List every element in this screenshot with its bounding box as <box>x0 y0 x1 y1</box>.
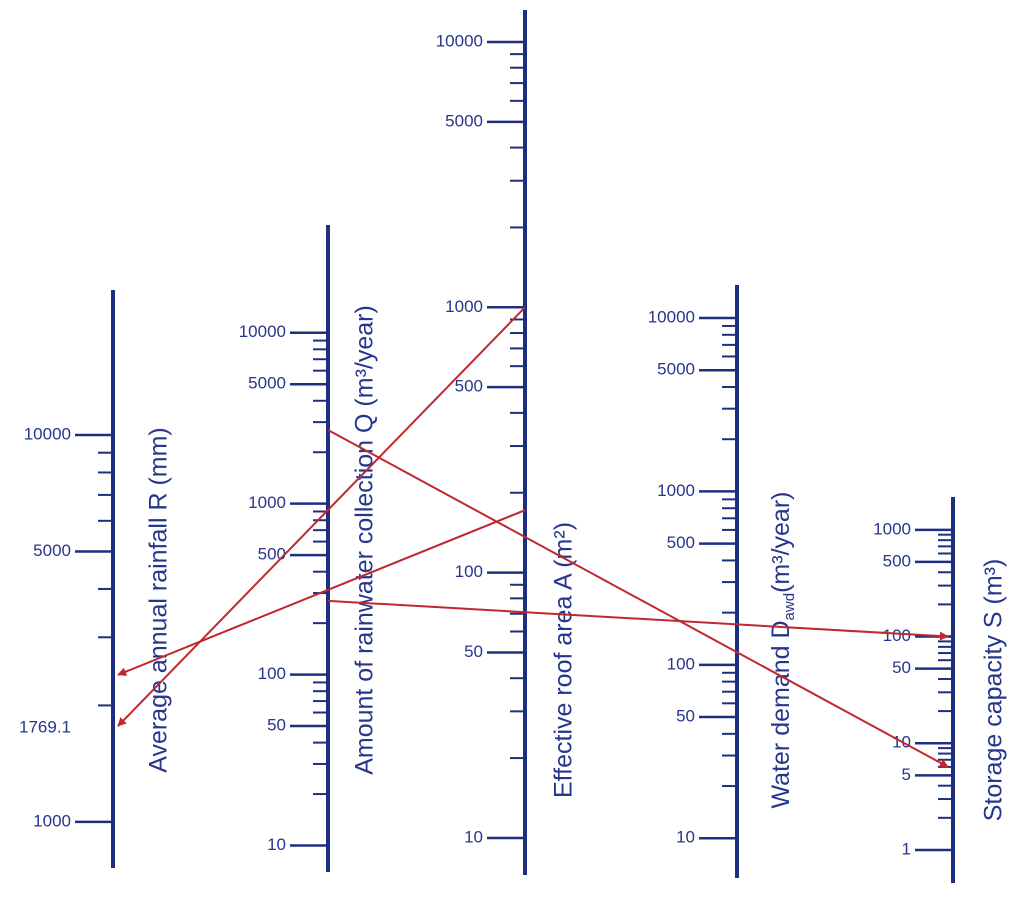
axis-title: Average annual rainfall R (mm) <box>145 427 173 773</box>
tick-label: 50 <box>267 716 286 735</box>
tick-label: 1000 <box>445 297 483 316</box>
axis-title-part: awd <box>781 593 798 621</box>
tick-label: 500 <box>258 545 286 564</box>
tick-label: 100 <box>455 562 483 581</box>
isopleth <box>117 509 526 676</box>
tick-label: 10000 <box>436 31 483 50</box>
tick-label: 10000 <box>24 424 71 443</box>
tick-label: 100 <box>667 654 695 673</box>
value-annotation: 1769.1 <box>19 718 71 737</box>
tick-label: 10 <box>464 827 483 846</box>
tick-label: 5 <box>902 765 911 784</box>
tick-label: 500 <box>883 551 911 570</box>
tick-label: 5000 <box>445 111 483 130</box>
tick-label: 1000 <box>657 481 695 500</box>
tick-label: 500 <box>667 533 695 552</box>
tick-label: 10 <box>676 828 695 847</box>
axis-title: Amount of rainwater collection Q (m³/yea… <box>351 305 379 775</box>
axis-title-part: Water demand D <box>767 620 795 808</box>
tick-label: 500 <box>455 377 483 396</box>
tick-label: 1000 <box>248 493 286 512</box>
axis-title: Effective roof area A (m²) <box>550 522 578 798</box>
tick-label: 50 <box>892 658 911 677</box>
axis-title: Storage capacity S (m³) <box>980 559 1008 822</box>
isopleth <box>327 599 949 641</box>
tick-label: 5000 <box>657 360 695 379</box>
tick-label: 1000 <box>33 811 71 830</box>
isopleth <box>327 429 949 768</box>
isopleth <box>117 306 526 727</box>
tick-label: 50 <box>676 707 695 726</box>
tick-label: 1000 <box>873 519 911 538</box>
axis-title: Water demand Dawd(m³/year) <box>767 492 799 809</box>
tick-label: 10 <box>267 835 286 854</box>
tick-label: 100 <box>258 664 286 683</box>
tick-label: 10000 <box>239 322 286 341</box>
tick-label: 50 <box>464 642 483 661</box>
axis-title-part: (m³/year) <box>767 492 795 593</box>
tick-label: 100 <box>883 626 911 645</box>
tick-label: 10000 <box>648 307 695 326</box>
tick-label: 1 <box>902 839 911 858</box>
tick-label: 5000 <box>248 374 286 393</box>
tick-label: 5000 <box>33 541 71 560</box>
